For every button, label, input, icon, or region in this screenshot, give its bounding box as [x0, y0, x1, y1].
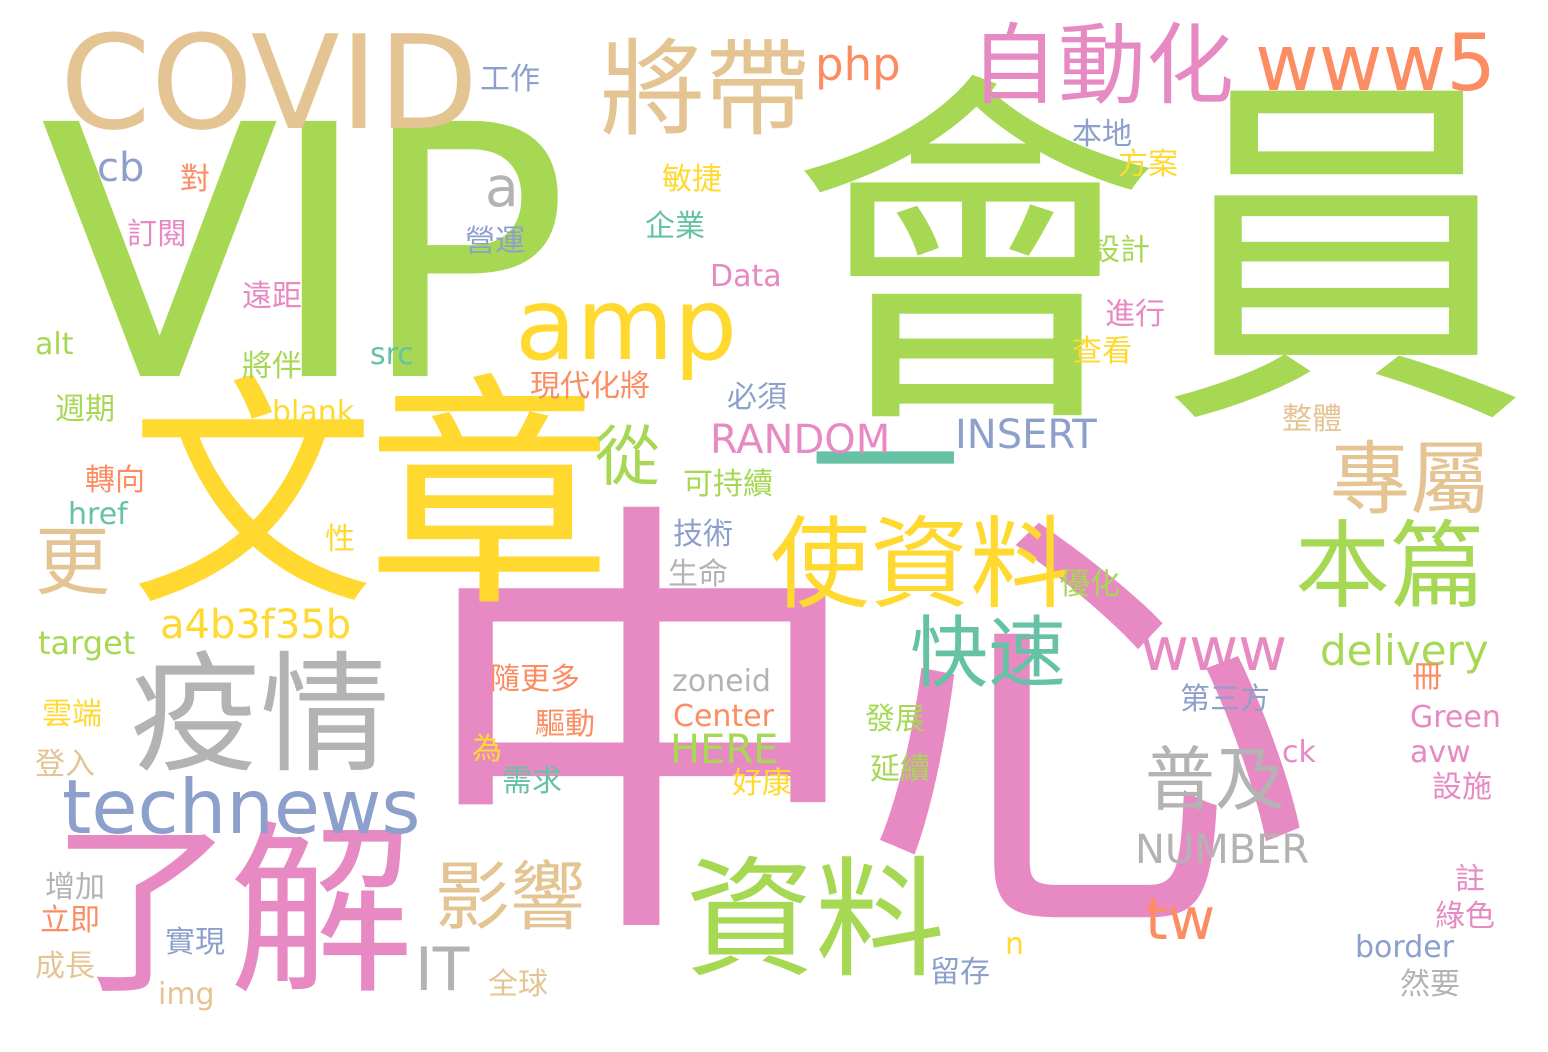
cloud-word: 將帶 — [600, 29, 811, 151]
cloud-word: 成長 — [35, 949, 95, 984]
cloud-word: avw — [1410, 735, 1471, 770]
cloud-word: 將伴 — [242, 349, 302, 384]
cloud-word: tw — [1145, 885, 1216, 953]
cloud-word: 然要 — [1400, 967, 1460, 1002]
cloud-word: 本篇 — [1295, 512, 1486, 622]
cloud-word: www — [1140, 615, 1288, 685]
cloud-word: 冊 — [1412, 660, 1442, 695]
cloud-word: 延續 — [870, 752, 930, 787]
cloud-word: 影響 — [435, 853, 586, 941]
cloud-word: php — [815, 38, 901, 91]
cloud-word: 進行 — [1105, 297, 1165, 332]
cloud-word: 營運 — [465, 224, 525, 259]
cloud-word: 必須 — [727, 380, 787, 415]
cloud-word: target — [38, 624, 136, 662]
cloud-word: 為 — [472, 732, 502, 767]
cloud-word: 優化 — [1060, 567, 1120, 602]
cloud-word: alt — [35, 327, 74, 362]
cloud-word: 驅動 — [535, 707, 595, 742]
cloud-word: 使資料 — [770, 506, 1070, 623]
cloud-word: 隨更多 — [490, 662, 580, 697]
cloud-word: ck — [1282, 735, 1316, 770]
cloud-word: img — [158, 977, 215, 1012]
cloud-word: 現代化將 — [530, 369, 650, 404]
cloud-word: 工作 — [480, 62, 540, 97]
cloud-word: delivery — [1320, 626, 1489, 675]
cloud-word: a — [485, 155, 519, 219]
cloud-word: COVID — [60, 7, 479, 159]
cloud-word: src — [370, 337, 414, 372]
cloud-word: 好康 — [732, 766, 792, 801]
cloud-word: Green — [1410, 700, 1501, 735]
cloud-word: 本地 — [1072, 117, 1132, 152]
cloud-word: cb — [97, 145, 145, 191]
cloud-word: 訂閱 — [127, 217, 187, 252]
cloud-word: 註 — [1455, 862, 1485, 897]
cloud-word: NUMBER — [1135, 827, 1310, 873]
cloud-word: 中心 — [415, 468, 1315, 997]
cloud-word: 快速 — [910, 609, 1067, 699]
cloud-word: 了解 — [50, 804, 414, 1020]
cloud-word: 生命 — [668, 557, 728, 592]
cloud-word: 企業 — [645, 209, 705, 244]
cloud-word: 雲端 — [42, 697, 102, 732]
cloud-word: 設施 — [1432, 770, 1492, 805]
cloud-word: 技術 — [673, 517, 733, 552]
cloud-word: Center — [673, 699, 774, 734]
cloud-word: 敏捷 — [662, 162, 722, 197]
cloud-word: 從 — [595, 420, 661, 495]
cloud-word: Data — [710, 259, 782, 294]
cloud-word: 發展 — [865, 702, 925, 737]
cloud-word: 轉向 — [85, 463, 145, 498]
cloud-word: VIP — [40, 51, 570, 459]
cloud-word: technews — [62, 763, 421, 851]
cloud-word: 遠距 — [242, 279, 302, 314]
cloud-word: 週期 — [55, 392, 115, 427]
cloud-word: 文章 — [130, 355, 612, 640]
cloud-word: 第三方 — [1180, 682, 1270, 717]
cloud-word: href — [68, 497, 128, 532]
cloud-word: 自動化 — [970, 14, 1235, 117]
cloud-word: www5 — [1255, 19, 1497, 109]
cloud-word: 全球 — [488, 967, 548, 1002]
cloud-word: border — [1355, 930, 1455, 965]
cloud-word: 性 — [325, 522, 355, 557]
cloud-word: 登入 — [35, 747, 95, 782]
cloud-word: 普及 — [1145, 739, 1285, 821]
cloud-word: 疫情 — [130, 639, 391, 791]
cloud-word: amp — [515, 266, 738, 383]
cloud-word: zoneid — [672, 664, 771, 699]
cloud-word: 可持續 — [683, 467, 773, 502]
cloud-word: 留存 — [930, 955, 990, 990]
cloud-word: 整體 — [1282, 402, 1342, 437]
cloud-word: 會員 — [790, 45, 1530, 475]
cloud-word: 增加 — [45, 870, 105, 905]
cloud-word: INSERT — [955, 412, 1097, 458]
cloud-word: 更 — [35, 518, 111, 606]
cloud-word: IT — [415, 935, 470, 1005]
cloud-word: 綠色 — [1435, 899, 1495, 934]
cloud-word: 對 — [180, 162, 210, 197]
cloud-word: 專屬 — [1330, 433, 1490, 526]
cloud-word: 需求 — [502, 764, 562, 799]
cloud-word: 一 — [810, 378, 961, 552]
cloud-word: 設計 — [1090, 233, 1150, 268]
cloud-word: RANDOM — [710, 417, 891, 463]
cloud-word: HERE — [670, 727, 779, 773]
cloud-word: 查看 — [1072, 334, 1132, 369]
cloud-word: 方案 — [1118, 147, 1178, 182]
cloud-word: 資料 — [685, 844, 946, 996]
cloud-word: a4b3f35b — [160, 602, 352, 648]
cloud-word: n — [1005, 927, 1025, 962]
cloud-word: 實現 — [165, 925, 225, 960]
cloud-word: blank — [272, 395, 355, 430]
cloud-word: 立即 — [40, 903, 100, 938]
